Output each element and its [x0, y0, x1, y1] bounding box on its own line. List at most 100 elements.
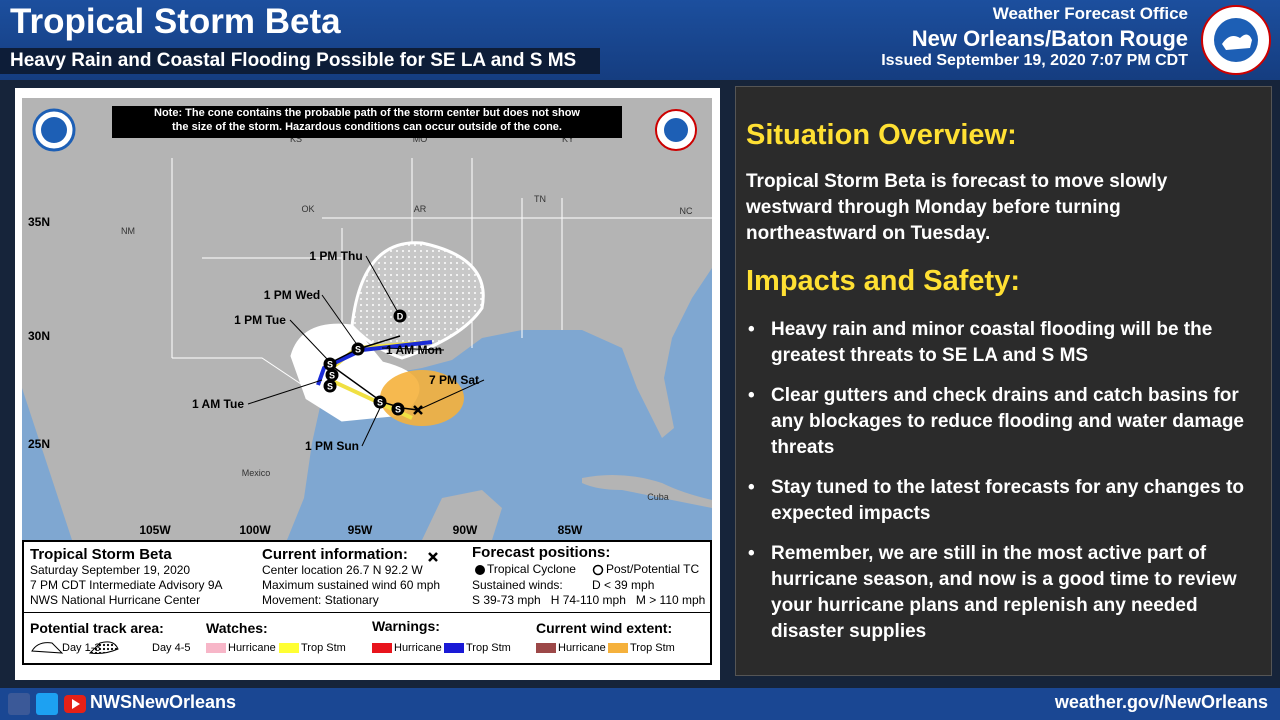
legend-label: Hurricane: [394, 642, 442, 654]
advisory: 7 PM CDT Intermediate Advisory 9A: [30, 578, 223, 592]
time-label: 1 AM Tue: [192, 397, 244, 411]
forecast-map: KS MO KY OK AR TN NC NM Mexico Cuba 35N 30N 25N 105W 1…: [22, 98, 712, 540]
place-label: Cuba: [647, 492, 669, 502]
swatch-warn-hurricane: [372, 643, 392, 653]
leader-line: [289, 319, 329, 361]
source: NWS National Hurricane Center: [30, 593, 201, 607]
wind-heading: Current wind extent:: [536, 620, 673, 636]
facebook-icon[interactable]: [8, 693, 30, 715]
position-letter: S: [329, 371, 335, 381]
forecast-tc: Tropical Cyclone: [487, 562, 576, 576]
place-label: Mexico: [242, 468, 271, 478]
track-legend: [31, 641, 119, 654]
lat-label: 30N: [28, 329, 50, 343]
lon-label: 90W: [453, 523, 478, 537]
impact-item: Remember, we are still in the most activ…: [746, 541, 1266, 645]
forecast-d: D < 39 mph: [592, 578, 655, 592]
forecast-heading: Forecast positions:: [472, 544, 611, 561]
divider: [24, 612, 710, 613]
impact-item: Clear gutters and check drains and catch…: [746, 383, 1266, 461]
position-letter: S: [377, 398, 383, 408]
overview-heading: Situation Overview:: [746, 119, 1017, 151]
leader-line: [381, 347, 445, 351]
warnings-heading: Warnings:: [372, 618, 440, 634]
legend-label: Trop Stm: [630, 642, 675, 654]
legend-day13: Day 1-3: [62, 642, 101, 654]
subtitle: Heavy Rain and Coastal Flooding Possible…: [10, 50, 577, 71]
place-label: AR: [414, 204, 427, 214]
leader-line: [247, 379, 323, 405]
info-box: Tropical Storm Beta Saturday September 1…: [22, 540, 712, 665]
position-marker: [323, 357, 337, 371]
lat-label: 25N: [28, 437, 50, 451]
position-marker: [325, 368, 339, 382]
lon-label: 95W: [348, 523, 373, 537]
gulf: [287, 268, 712, 540]
swatch-warn-storm: [444, 643, 464, 653]
lon-label: 100W: [239, 523, 271, 537]
swatch-watch-hurricane: [206, 643, 226, 653]
place-label: OK: [301, 204, 314, 214]
current-heading: Current information:: [262, 546, 408, 563]
overview-text: Tropical Storm Beta is forecast to move …: [746, 171, 1168, 244]
map-note: Note: The cone contains the probable pat…: [154, 107, 580, 119]
office-location: New Orleans/Baton Rouge: [911, 26, 1188, 51]
leader-line: [365, 255, 401, 317]
nws-logo: [1201, 5, 1271, 75]
legend-label: Hurricane: [558, 642, 606, 654]
swatch-watch-storm: [279, 643, 299, 653]
website[interactable]: weather.gov/NewOrleans: [1054, 692, 1268, 712]
office: Weather Forecast Office: [992, 4, 1188, 23]
position-letter: D: [397, 312, 404, 322]
position-marker: [373, 395, 387, 409]
storm-name: Tropical Storm Beta: [30, 546, 172, 563]
position-letter: S: [395, 405, 401, 415]
twitter-icon[interactable]: [36, 693, 58, 715]
watches-heading: Watches:: [206, 620, 268, 636]
forecast-post: Post/Potential TC: [606, 562, 700, 576]
legend-label: Trop Stm: [301, 642, 346, 654]
time-label: 1 PM Thu: [309, 249, 362, 263]
position-letter: S: [327, 382, 333, 392]
track-heading: Potential track area:: [30, 620, 164, 636]
impacts-heading: Impacts and Safety:: [746, 265, 1020, 297]
place-label: NC: [680, 206, 693, 216]
time-label: 1 PM Tue: [234, 313, 286, 327]
post-tc-symbol: [592, 564, 604, 576]
position-letter: S: [355, 345, 361, 355]
legend-day45: Day 4-5: [152, 642, 191, 654]
time-label: 1 PM Sun: [305, 439, 359, 453]
impacts-list: Heavy rain and minor coastal flooding wi…: [746, 317, 1266, 659]
forecast-winds: Sustained winds:: [472, 578, 563, 592]
footer-bar: [0, 688, 1280, 720]
current-line: Maximum sustained wind 60 mph: [262, 578, 441, 592]
swatch-wind-storm: [608, 643, 628, 653]
current-line: Center location 26.7 N 92.2 W: [262, 563, 423, 577]
note-box: [112, 106, 622, 138]
leader-line: [361, 407, 381, 447]
position-marker: [323, 379, 337, 393]
lon-label: 85W: [558, 523, 583, 537]
swatch-wind-hurricane: [536, 643, 556, 653]
legend-label: Trop Stm: [466, 642, 511, 654]
position-letter: S: [327, 360, 333, 370]
position-marker: [351, 342, 365, 356]
nws-map-logo-inner: [664, 118, 688, 142]
pacific: [22, 388, 72, 540]
issued-time: Issued September 19, 2020 7:07 PM CDT: [881, 52, 1188, 69]
title: Tropical Storm Beta: [10, 2, 341, 41]
current-line: Movement: Stationary: [262, 593, 379, 607]
social-handle[interactable]: NWSNewOrleans: [90, 692, 237, 712]
forecast-scale: S 39-73 mph H 74-110 mph M > 110 mph: [472, 593, 706, 607]
social-icons: [8, 693, 86, 715]
storm-warning: [316, 340, 433, 386]
place-label: NM: [121, 226, 135, 236]
noaa-logo-inner: [41, 117, 67, 143]
time-label: 1 AM Mon: [386, 343, 442, 357]
leader-line: [417, 379, 485, 411]
current-position: [413, 405, 423, 415]
legend-label: Hurricane: [228, 642, 276, 654]
leader-line: [321, 294, 359, 347]
position-marker: [393, 309, 407, 323]
